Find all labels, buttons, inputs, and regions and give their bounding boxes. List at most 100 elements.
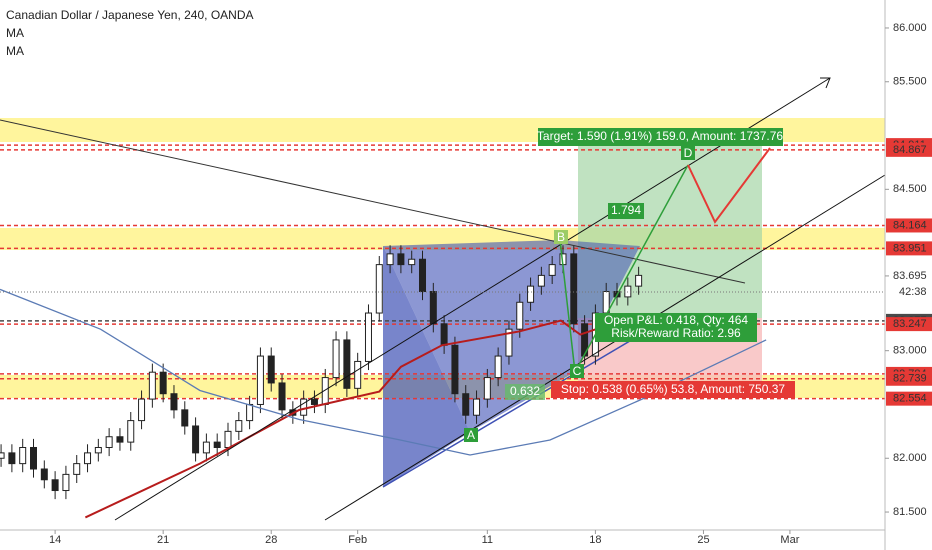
price-label-box: [886, 142, 932, 157]
trend-line: [0, 119, 746, 284]
ratio-label: 0.632: [510, 384, 540, 398]
price-label-box: [886, 317, 932, 332]
pattern: [470, 240, 575, 432]
candle-body: [202, 441, 210, 454]
candle-body: [505, 328, 513, 357]
price-label-box: [886, 391, 932, 406]
candle-body: [483, 377, 491, 400]
y-tick-label: 86.000: [893, 22, 927, 34]
x-tick-label: 11: [482, 534, 493, 546]
stop-label: Stop: 0.538 (0.65%) 53.8, Amount: 750.37: [561, 382, 785, 396]
candle-body: [159, 371, 167, 395]
x-tick-label: Feb: [348, 534, 367, 546]
price-label-box: [886, 371, 932, 386]
price-label: 82.554: [893, 393, 927, 405]
axis-labels: 86.000 85.500 84.500 83.695 83.000 82.000 81.5…: [49, 22, 932, 546]
candle-body: [386, 253, 394, 266]
price-label: 84.867: [893, 144, 927, 156]
candle-body: [343, 339, 351, 389]
pl-label: Open P&L: 0.418, Qty: 464: [604, 313, 748, 327]
point-box: [681, 146, 695, 160]
trend-line: [382, 334, 641, 488]
label-box: [608, 203, 644, 219]
label-box: [538, 128, 783, 146]
price-label-box: [886, 241, 932, 256]
pattern: [383, 246, 470, 487]
x-tick-label: 25: [697, 534, 709, 546]
candle-body: [235, 420, 243, 432]
candle-body: [73, 463, 81, 475]
point-box: [464, 428, 478, 442]
price-label: 83.951: [893, 242, 927, 254]
candle-body: [527, 285, 535, 303]
candle-body: [440, 323, 448, 346]
pattern-leg: [574, 164, 689, 373]
projection: [687, 147, 771, 224]
candle-body: [494, 355, 502, 379]
legend-entry: MA: [6, 44, 24, 58]
candle-body: [224, 430, 232, 448]
point-label: B: [557, 230, 565, 244]
candle-body: [29, 446, 37, 470]
candle-body: [116, 436, 124, 443]
candle-body: [84, 452, 92, 465]
label-box: [551, 381, 795, 398]
trend-line: [114, 77, 831, 521]
candle-body: [256, 355, 264, 405]
price-axis: [885, 0, 932, 550]
candle-body: [267, 355, 275, 384]
y-tick-label: 81.500: [893, 506, 927, 518]
candle-body: [581, 323, 589, 357]
pattern: [383, 240, 560, 432]
candle-body: [375, 264, 383, 314]
rr-label: Risk/Reward Ratio: 2.96: [611, 326, 741, 340]
x-tick-label: 18: [589, 534, 601, 546]
price-label-box: [886, 218, 932, 233]
point-label: A: [467, 428, 475, 442]
x-tick-label: 14: [49, 534, 61, 546]
candle-body: [148, 371, 156, 400]
chart-title: Canadian Dollar / Japanese Yen, 240, OAN…: [6, 8, 254, 22]
candle-body: [94, 446, 102, 454]
candle-body: [537, 274, 545, 287]
candle-body: [516, 301, 524, 330]
candle-body: [0, 452, 5, 459]
candle-body: [127, 420, 135, 443]
y-tick-label: 83.695: [893, 270, 927, 282]
candle-body: [213, 441, 221, 448]
candle-body: [19, 446, 27, 465]
candle-body: [246, 403, 254, 422]
candle-body: [419, 258, 427, 293]
label-box: [595, 313, 757, 342]
candle-body: [354, 360, 362, 389]
point-label: C: [573, 364, 582, 378]
y-tick-label: 84.500: [893, 183, 927, 195]
candle-body: [408, 258, 416, 266]
pattern: [560, 240, 640, 372]
ratio-label: 1.794: [611, 203, 641, 217]
x-tick-label: Mar: [780, 534, 799, 546]
y-tick-label: 82.000: [893, 452, 927, 464]
candle-body: [397, 253, 405, 266]
price-label: 84.164: [893, 219, 927, 231]
candle-body: [310, 398, 318, 405]
plot: [0, 245, 767, 519]
countdown: 42:38: [899, 286, 927, 298]
candle-body: [192, 425, 200, 454]
candle-body: [40, 468, 48, 481]
candle-body: [62, 473, 70, 492]
candle-body: [278, 382, 286, 411]
candle-body: [51, 479, 59, 492]
candle-body: [332, 339, 340, 379]
x-tick-label: 28: [265, 534, 277, 546]
candle-body: [635, 274, 643, 287]
target-label: Target: 1.590 (1.91%) 159.0, Amount: 173…: [537, 129, 783, 143]
candle-body: [364, 312, 372, 362]
pattern-leg: [559, 239, 576, 373]
candle-body: [181, 409, 189, 427]
candle-body: [451, 344, 459, 395]
label-box: [505, 384, 545, 400]
candle-body: [8, 452, 16, 465]
candle-body: [462, 393, 470, 416]
